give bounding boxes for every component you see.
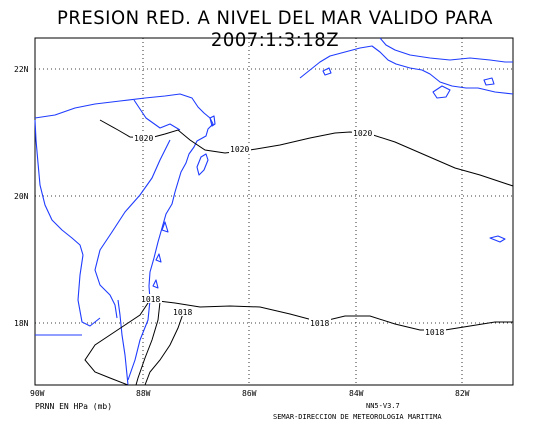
lon-label-82w: 82W	[455, 389, 470, 398]
cuba-inner-coast	[379, 37, 513, 63]
lat-label-20n: 20N	[14, 192, 29, 201]
belize-guatemala-border	[117, 299, 129, 386]
state-border-yucatan	[133, 99, 181, 131]
isobar-label-1020-b: 1020	[230, 145, 249, 154]
lon-label-88w: 88W	[136, 389, 151, 398]
cuba-key-2	[483, 77, 495, 86]
campeche-coast	[34, 119, 84, 256]
version-label: NN5-V3.7	[366, 402, 400, 410]
isobar-1020-west	[99, 119, 514, 187]
lat-label-22n: 22N	[14, 65, 29, 74]
isobar-label-1018-d: 1018	[425, 328, 444, 337]
belize-cays-3	[152, 279, 159, 289]
cuba-key-1	[322, 67, 332, 76]
isobar-1018-inner-a	[84, 299, 151, 386]
credit-label: SEMAR-DIRECCION DE METEOROLOGIA MARITIMA	[273, 413, 442, 421]
cozumel-island	[196, 153, 209, 176]
isobar-1018-south	[149, 299, 513, 331]
belize-cays-2	[155, 253, 162, 263]
isobar-label-1020-a: 1020	[134, 134, 153, 143]
isobar-label-1018-a: 1018	[141, 295, 160, 304]
isobar-label-1020-c: 1020	[353, 129, 372, 138]
map-frame	[34, 37, 514, 386]
isla-juventud	[432, 85, 451, 99]
lon-label-84w: 84W	[349, 389, 364, 398]
bay-islands	[489, 235, 506, 243]
belize-cays-1	[161, 221, 169, 233]
isobar-label-1018-b: 1018	[173, 308, 192, 317]
state-border-campeche	[77, 254, 101, 327]
coastlines	[34, 37, 514, 386]
lat-label-18n: 18N	[14, 319, 29, 328]
isobar-label-1018-c: 1018	[310, 319, 329, 328]
yucatan-coast	[34, 93, 214, 301]
isobar-1018-inner-b	[135, 301, 161, 386]
map-title: PRESION RED. A NIVEL DEL MAR VALIDO PARA…	[57, 6, 493, 52]
state-border-inner	[94, 139, 171, 319]
isobars	[84, 119, 514, 386]
lon-label-86w: 86W	[242, 389, 257, 398]
isobar-labels: 1020 1020 1020 1018 1018 1018 1018	[133, 128, 446, 337]
cuba-west-coast	[299, 45, 514, 95]
isla-mujeres	[209, 115, 216, 127]
gulf-honduras-coast	[127, 299, 151, 381]
isobar-1018-inner-c	[144, 307, 186, 386]
units-label: PRNN EN HPa (mb)	[35, 402, 113, 411]
lon-label-90w: 90W	[30, 389, 45, 398]
